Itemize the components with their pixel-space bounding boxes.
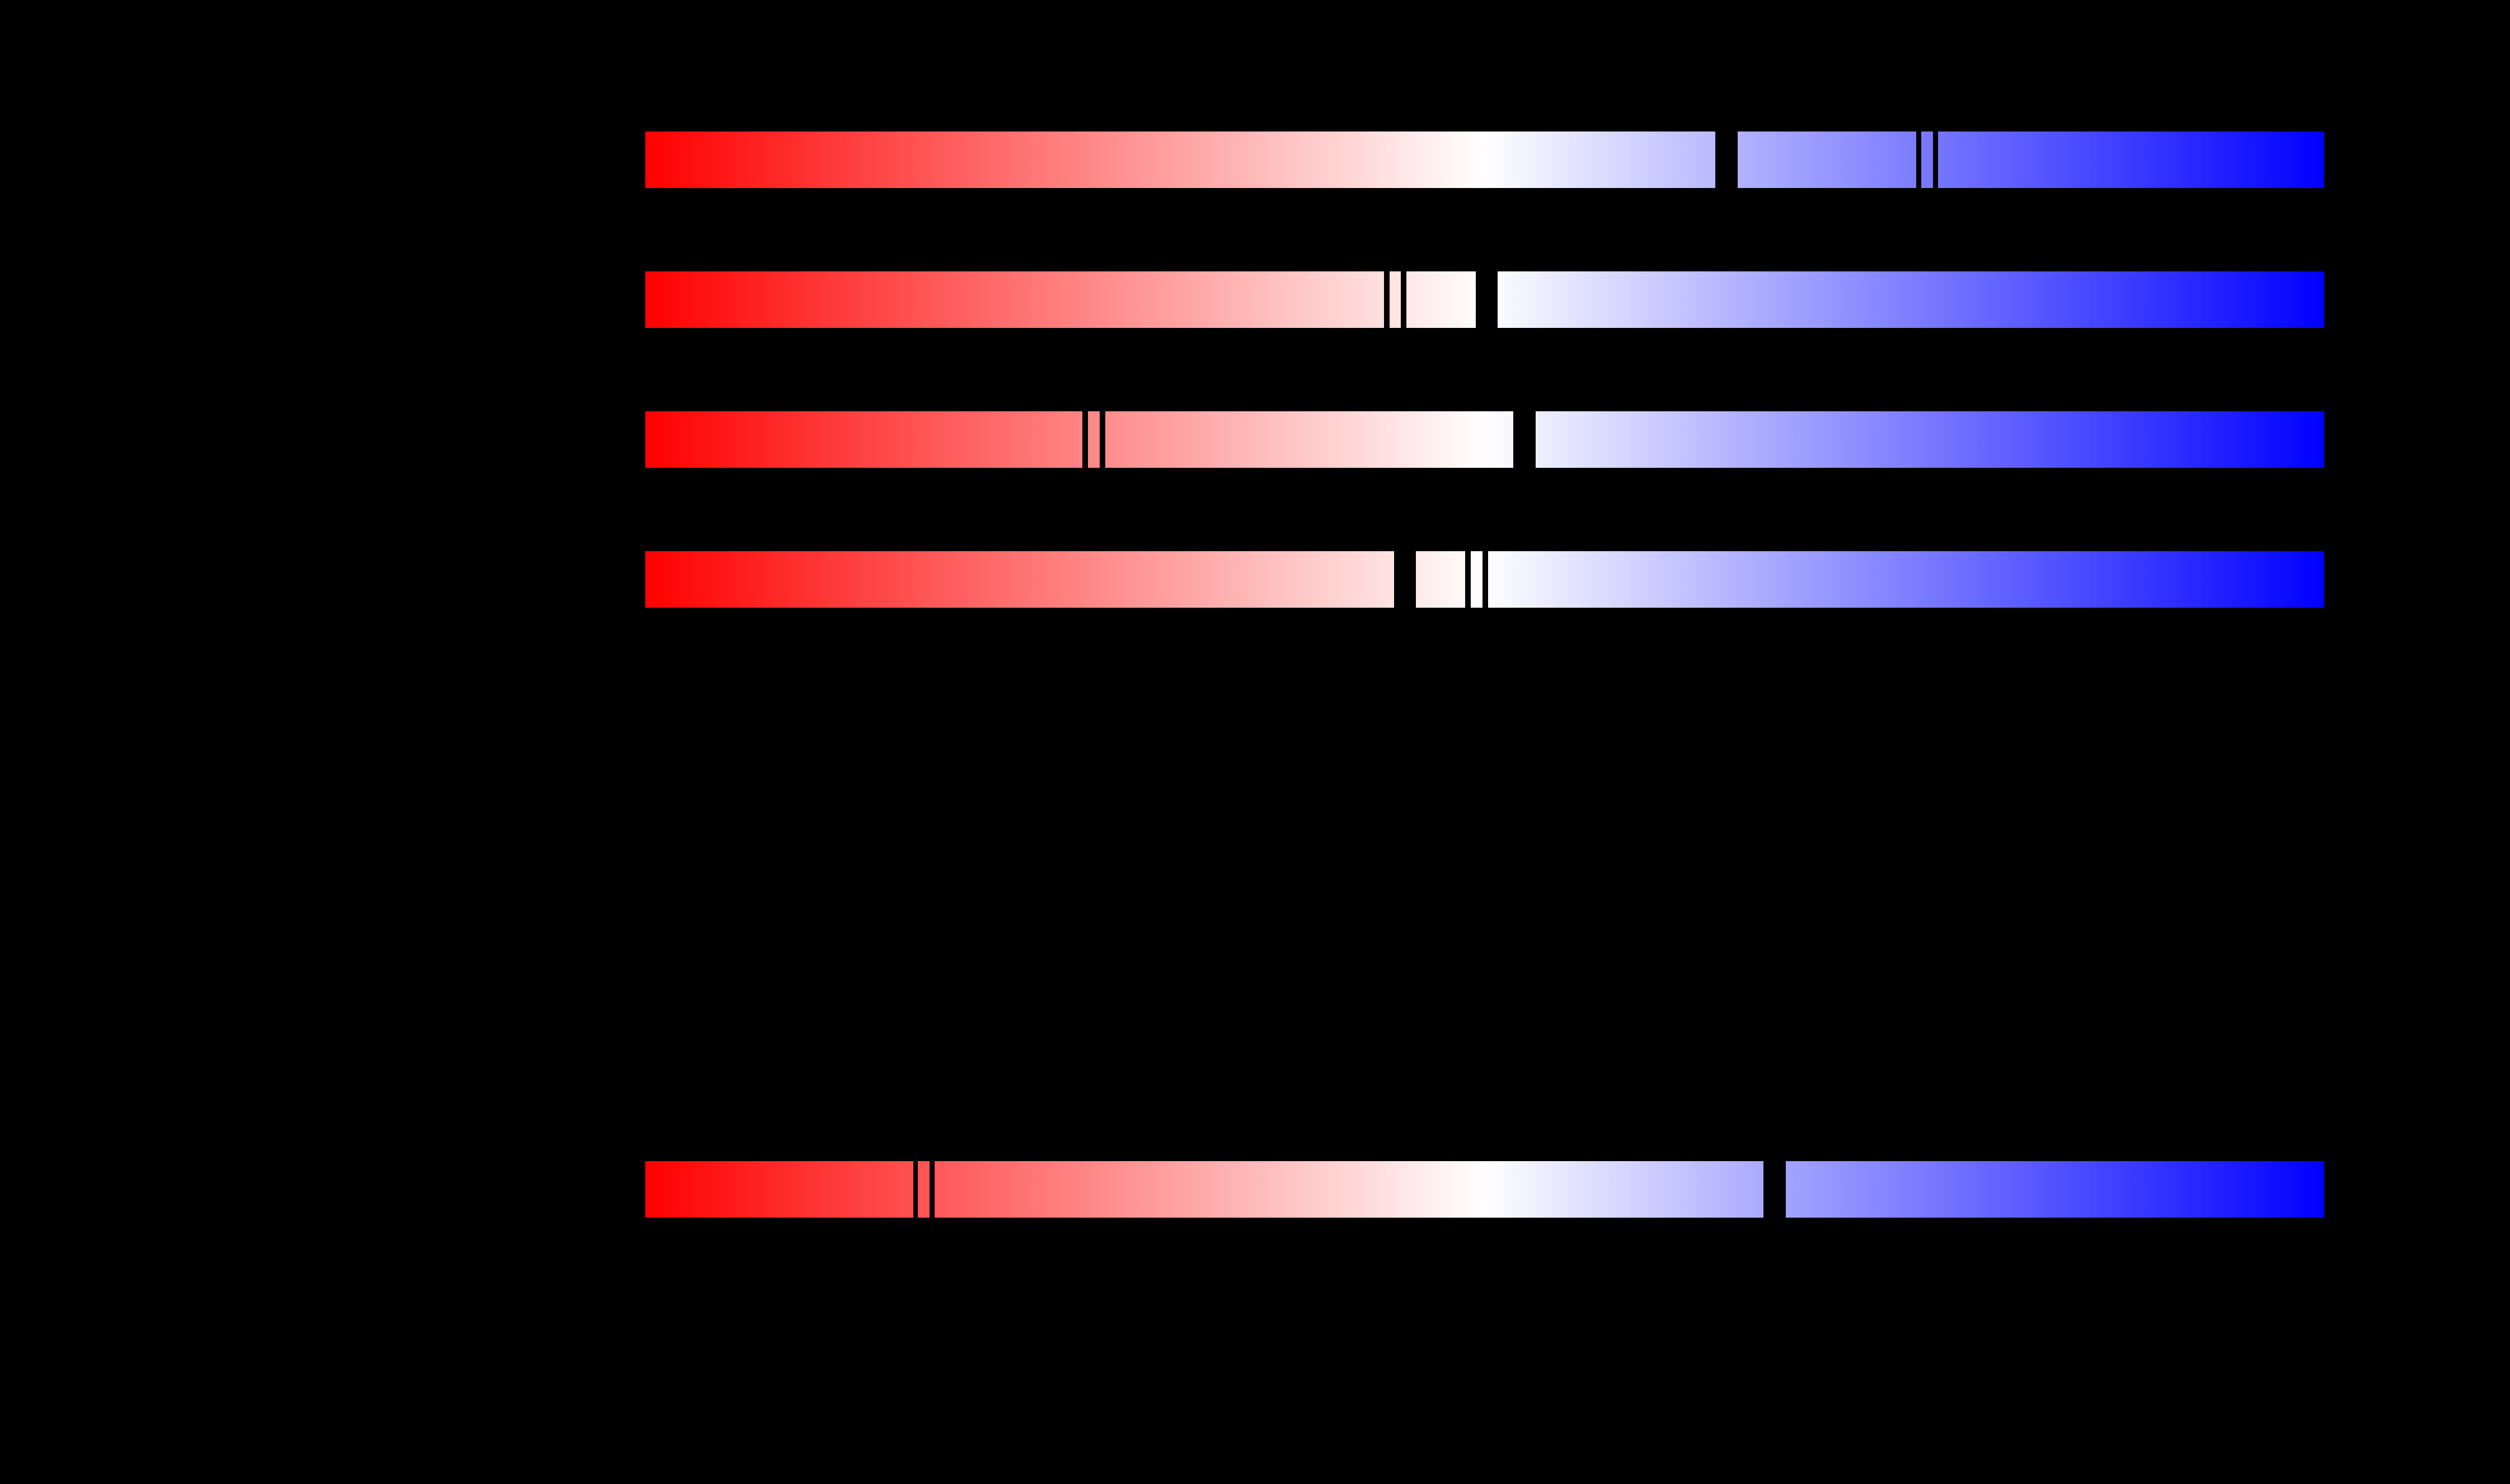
- tick-marker: [1401, 271, 1406, 328]
- gradient-bar: [645, 1161, 2324, 1218]
- tick-marker: [1933, 132, 1938, 188]
- tick-marker: [930, 1161, 935, 1218]
- gradient-bar: [645, 271, 2324, 328]
- gap-marker: [1476, 271, 1498, 328]
- gradient-bar: [645, 132, 2324, 188]
- gradient-bar: [645, 411, 2324, 468]
- tick-marker: [1482, 551, 1488, 608]
- tick-marker: [913, 1161, 918, 1218]
- gap-marker: [1394, 551, 1416, 608]
- tick-marker: [1384, 271, 1390, 328]
- gap-marker: [1763, 1161, 1786, 1218]
- tick-marker: [1082, 411, 1088, 468]
- tick-marker: [1100, 411, 1105, 468]
- gap-marker: [1513, 411, 1536, 468]
- gradient-bar: [645, 551, 2324, 608]
- gap-marker: [1715, 132, 1738, 188]
- tick-marker: [1916, 132, 1921, 188]
- tick-marker: [1465, 551, 1471, 608]
